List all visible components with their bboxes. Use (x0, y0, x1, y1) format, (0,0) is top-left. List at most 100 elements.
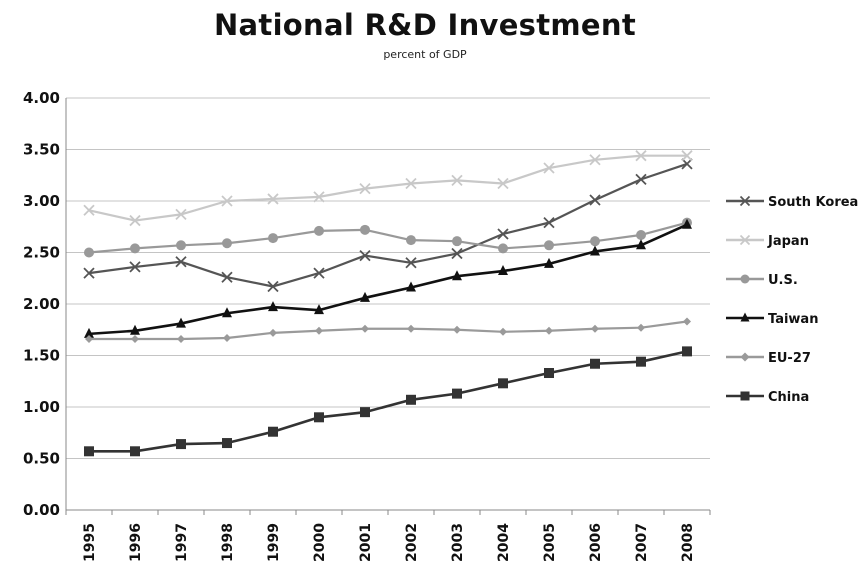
data-point-eu-27 (545, 326, 553, 335)
legend-entry-south-korea: South Korea (726, 195, 858, 210)
y-tick-label: 1.50 (23, 347, 60, 365)
marker-stroke (221, 271, 233, 283)
y-tick-label: 0.50 (23, 450, 60, 468)
data-point-south-korea (451, 247, 463, 260)
data-point-japan (359, 183, 371, 195)
legend-label: China (768, 390, 809, 405)
data-point-china (452, 388, 462, 399)
series-line-u-s (88, 221, 688, 254)
data-point-japan (589, 154, 601, 166)
x-tick-label: 2004 (496, 523, 512, 562)
data-point-u-s (130, 243, 140, 254)
data-point-taiwan (682, 218, 692, 229)
data-point-south-korea (221, 271, 233, 283)
marker-stroke (681, 158, 693, 170)
marker-stroke (543, 216, 555, 229)
y-tick-labels: 0.00 0.50 1.00 1.50 2.00 2.50 3.00 3.50 4.00 (23, 89, 60, 519)
data-point-china (498, 378, 508, 389)
marker-stroke (405, 177, 417, 190)
data-point-taiwan (130, 324, 140, 335)
data-point-eu-27 (131, 335, 139, 344)
data-point-japan (405, 177, 417, 190)
data-point-south-korea (497, 228, 509, 240)
marker-stroke (635, 173, 647, 186)
series-japan (83, 150, 693, 227)
series-group (83, 150, 693, 457)
series-line-eu-27 (89, 320, 688, 341)
data-point-south-korea (543, 216, 555, 229)
data-point-u-s (406, 235, 416, 246)
marker-stroke (175, 256, 187, 268)
marker-stroke (635, 150, 647, 162)
series-line-taiwan (88, 223, 688, 336)
data-point-eu-27 (269, 328, 277, 337)
legend-entry-china: China (726, 390, 809, 405)
data-point-taiwan (636, 239, 646, 250)
data-point-japan (175, 208, 187, 221)
data-point-eu-27 (361, 324, 369, 333)
data-point-japan (129, 214, 141, 227)
y-tick-label: 3.50 (23, 141, 60, 159)
y-tick-label: 1.00 (23, 398, 60, 416)
y-tick-label: 4.00 (23, 89, 60, 107)
y-tick-label: 2.00 (23, 295, 60, 313)
x-tick-labels: 1995 1996 1997 1998 1999 2000 2001 2002 2003 2004… (82, 523, 696, 562)
x-tick-label: 2007 (634, 523, 650, 562)
data-point-eu-27 (315, 326, 323, 335)
data-point-taiwan (222, 307, 232, 318)
chart-title: National R&D Investment (213, 8, 637, 42)
x-tick-label: 1995 (82, 523, 98, 562)
marker-stroke (175, 208, 187, 221)
marker-stroke (451, 174, 463, 187)
legend-label: Taiwan (768, 312, 818, 327)
data-point-eu-27 (177, 335, 185, 344)
data-point-eu-27 (499, 327, 507, 336)
data-point-eu-27 (591, 324, 599, 333)
data-point-taiwan (406, 281, 416, 292)
data-point-south-korea (359, 249, 371, 262)
data-point-china (268, 426, 278, 437)
data-point-eu-27 (453, 325, 461, 334)
series-line-china (89, 350, 688, 453)
marker-stroke (497, 228, 509, 240)
legend-label: U.S. (768, 273, 798, 288)
data-point-taiwan (544, 257, 554, 268)
x-tick-label: 1999 (266, 523, 282, 562)
data-point-u-s (452, 236, 462, 247)
data-point-u-s (544, 240, 554, 251)
data-point-u-s (360, 224, 370, 235)
series-line-south-korea (88, 162, 688, 288)
marker-stroke (221, 195, 233, 207)
marker-stroke (497, 177, 509, 190)
data-point-japan (451, 174, 463, 187)
data-point-taiwan (452, 270, 462, 281)
data-point-u-s (498, 243, 508, 254)
legend-swatch-marker (740, 312, 750, 322)
data-point-eu-27 (85, 335, 93, 344)
legend-swatch-marker (739, 234, 751, 246)
data-point-south-korea (635, 173, 647, 186)
marker-stroke (543, 162, 555, 174)
chart-subtitle: percent of GDP (383, 48, 467, 61)
data-point-u-s (314, 225, 324, 236)
x-tick-label: 2008 (680, 523, 696, 562)
data-point-china (682, 346, 692, 357)
legend-swatch-marker (740, 391, 750, 401)
marker-stroke (589, 154, 601, 166)
x-tick-label: 2002 (404, 523, 420, 562)
marker-stroke (267, 193, 279, 205)
data-point-south-korea (129, 261, 141, 273)
x-tick-label: 2003 (450, 523, 466, 562)
marker-stroke (359, 183, 371, 195)
marker-stroke (83, 267, 95, 279)
legend: South Korea Japan U.S. Taiwan EU-27 China (726, 195, 858, 405)
x-tick-label: 2005 (542, 523, 558, 562)
marker-stroke (405, 257, 417, 269)
series-eu-27 (85, 317, 691, 344)
series-taiwan (84, 218, 692, 338)
legend-swatch-marker (740, 274, 750, 284)
data-point-eu-27 (223, 333, 231, 342)
x-tick-label: 2001 (358, 523, 374, 562)
marker-stroke (739, 234, 751, 246)
